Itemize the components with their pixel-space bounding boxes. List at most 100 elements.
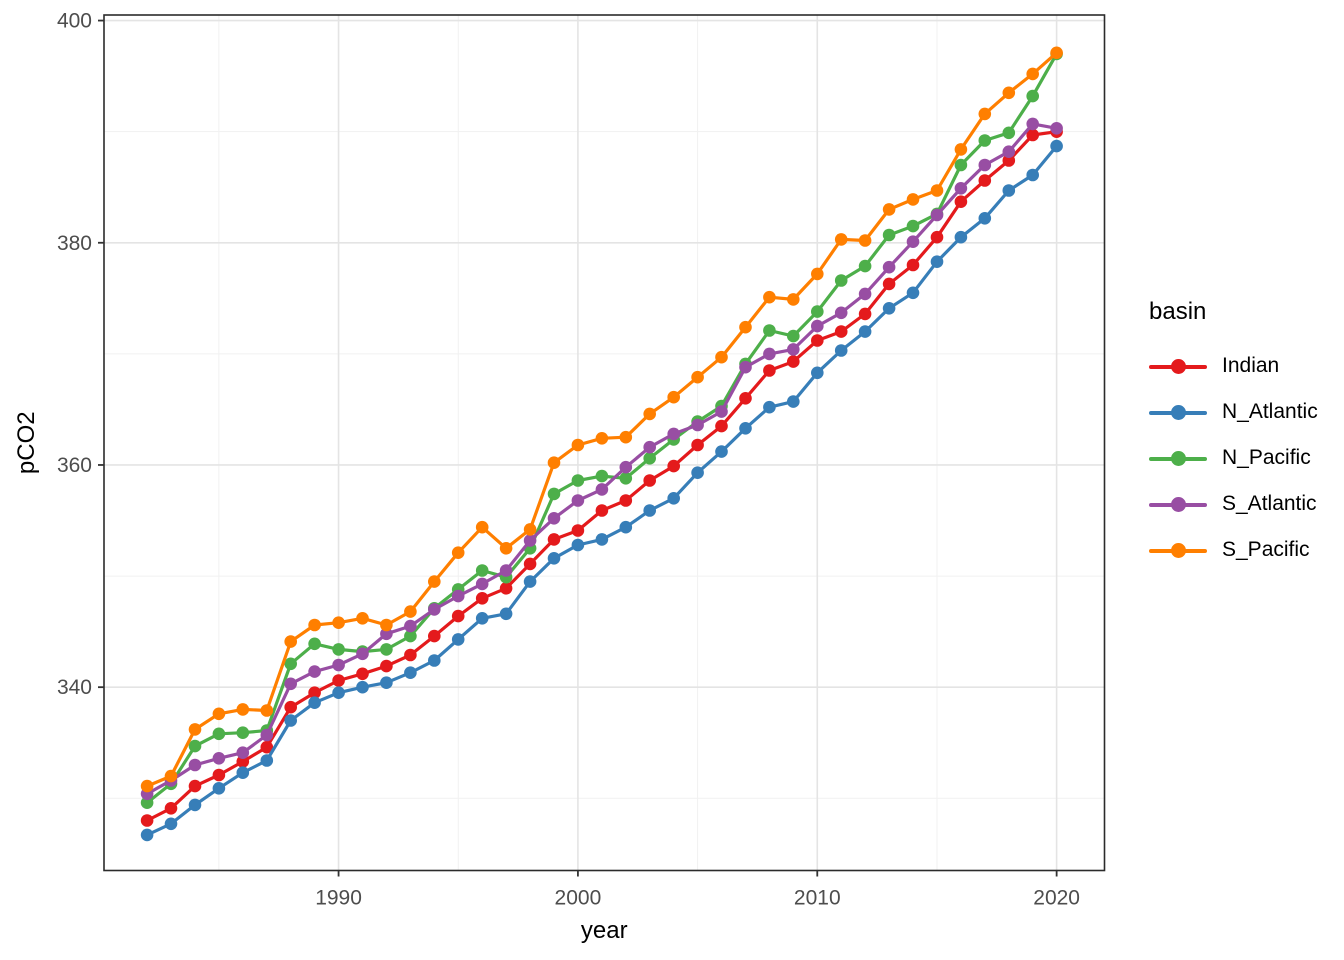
data-point-S_Pacific	[547, 456, 561, 470]
series-S_Pacific	[140, 46, 1063, 793]
data-point-S_Pacific	[1050, 46, 1063, 60]
data-point-N_Atlantic	[451, 633, 465, 646]
data-point-Indian	[595, 504, 609, 517]
data-point-N_Atlantic	[858, 325, 872, 338]
data-point-Indian	[451, 609, 465, 623]
data-point-S_Pacific	[260, 704, 274, 717]
data-point-S_Pacific	[236, 703, 250, 716]
data-point-S_Pacific	[954, 143, 968, 156]
data-point-N_Atlantic	[978, 212, 992, 225]
data-point-S_Pacific	[475, 520, 489, 534]
data-point-S_Pacific	[404, 605, 417, 618]
data-point-Indian	[978, 174, 992, 187]
data-point-Indian	[954, 195, 968, 208]
x-tick-label: 1990	[315, 887, 362, 910]
data-point-S_Atlantic	[547, 512, 561, 525]
legend-key-dot	[1171, 451, 1186, 466]
data-point-N_Atlantic	[571, 538, 585, 552]
legend-item-N_Atlantic: N_Atlantic	[1143, 389, 1318, 435]
data-point-N_Pacific	[140, 796, 154, 809]
data-point-Indian	[1002, 154, 1016, 167]
legend-item-label: S_Atlantic	[1222, 492, 1317, 515]
data-point-S_Atlantic	[523, 534, 537, 547]
data-point-N_Atlantic	[475, 612, 489, 625]
data-point-S_Pacific	[667, 390, 680, 404]
x-axis-title: year	[581, 917, 628, 944]
data-point-S_Atlantic	[882, 260, 896, 274]
x-tick-label: 2010	[794, 887, 841, 910]
data-point-N_Pacific	[308, 637, 321, 651]
data-point-Indian	[188, 779, 202, 793]
data-point-S_Atlantic	[308, 665, 321, 678]
data-point-S_Pacific	[1026, 67, 1039, 81]
data-point-Indian	[284, 700, 298, 714]
data-point-S_Atlantic	[834, 306, 848, 320]
data-point-S_Atlantic	[763, 347, 776, 361]
legend-item-label: N_Pacific	[1222, 446, 1311, 469]
data-point-S_Atlantic	[380, 627, 393, 641]
data-point-N_Atlantic	[619, 520, 633, 534]
data-point-N_Pacific	[787, 329, 800, 343]
data-point-N_Atlantic	[811, 366, 824, 380]
data-point-Indian	[523, 557, 537, 571]
data-point-N_Atlantic	[236, 766, 250, 779]
data-point-S_Pacific	[140, 779, 154, 793]
data-point-S_Atlantic	[428, 603, 441, 616]
data-point-S_Pacific	[164, 769, 178, 783]
data-point-N_Atlantic	[308, 696, 321, 709]
data-point-S_Atlantic	[787, 343, 800, 356]
data-point-Indian	[667, 459, 680, 473]
data-point-S_Pacific	[930, 184, 944, 197]
data-point-N_Atlantic	[523, 575, 537, 588]
data-point-N_Atlantic	[763, 400, 776, 414]
y-tick-label: 360	[57, 454, 92, 477]
legend-item-label: Indian	[1222, 354, 1280, 377]
data-point-N_Pacific	[475, 564, 489, 577]
data-point-Indian	[763, 364, 776, 377]
data-point-N_Atlantic	[356, 680, 369, 694]
data-point-Indian	[739, 392, 752, 405]
data-point-N_Pacific	[882, 228, 896, 242]
data-point-N_Pacific	[978, 134, 992, 147]
data-point-N_Pacific	[236, 726, 250, 739]
data-point-N_Atlantic	[140, 828, 154, 842]
data-point-N_Atlantic	[834, 344, 848, 357]
data-point-S_Atlantic	[739, 360, 752, 374]
data-point-S_Pacific	[499, 542, 513, 555]
data-point-S_Atlantic	[619, 460, 633, 474]
panel-border	[103, 14, 1106, 872]
axis-ticks	[98, 19, 1058, 877]
data-point-S_Atlantic	[954, 182, 968, 195]
data-point-S_Atlantic	[451, 589, 465, 603]
data-point-N_Atlantic	[164, 817, 178, 831]
data-point-N_Pacific	[547, 487, 561, 501]
legend-key-dot	[1171, 497, 1186, 512]
data-point-S_Atlantic	[236, 746, 250, 759]
data-point-S_Atlantic	[212, 752, 226, 765]
series-N_Atlantic	[140, 139, 1063, 842]
data-point-S_Atlantic	[691, 418, 704, 432]
legend-item-label: S_Pacific	[1222, 538, 1310, 561]
data-point-Indian	[691, 438, 704, 452]
legend-title: basin	[1149, 298, 1207, 325]
data-point-N_Atlantic	[332, 686, 345, 699]
y-tick-label: 340	[57, 676, 92, 699]
data-point-N_Pacific	[906, 219, 920, 233]
legend-key-icon	[1149, 450, 1207, 467]
data-point-N_Atlantic	[380, 676, 393, 689]
data-point-Indian	[858, 307, 872, 321]
data-point-S_Pacific	[380, 618, 393, 632]
data-point-S_Atlantic	[475, 577, 489, 591]
data-point-S_Pacific	[332, 616, 345, 629]
data-point-S_Pacific	[523, 523, 537, 536]
data-point-Indian	[428, 629, 441, 643]
data-point-N_Pacific	[212, 727, 226, 741]
data-point-Indian	[834, 325, 848, 338]
data-point-Indian	[906, 258, 920, 272]
data-point-N_Pacific	[595, 469, 609, 483]
data-point-Indian	[882, 277, 896, 291]
y-axis-title: pCO2	[13, 411, 40, 474]
legend-key-dot	[1171, 543, 1186, 558]
x-tick-label: 2020	[1033, 887, 1080, 910]
